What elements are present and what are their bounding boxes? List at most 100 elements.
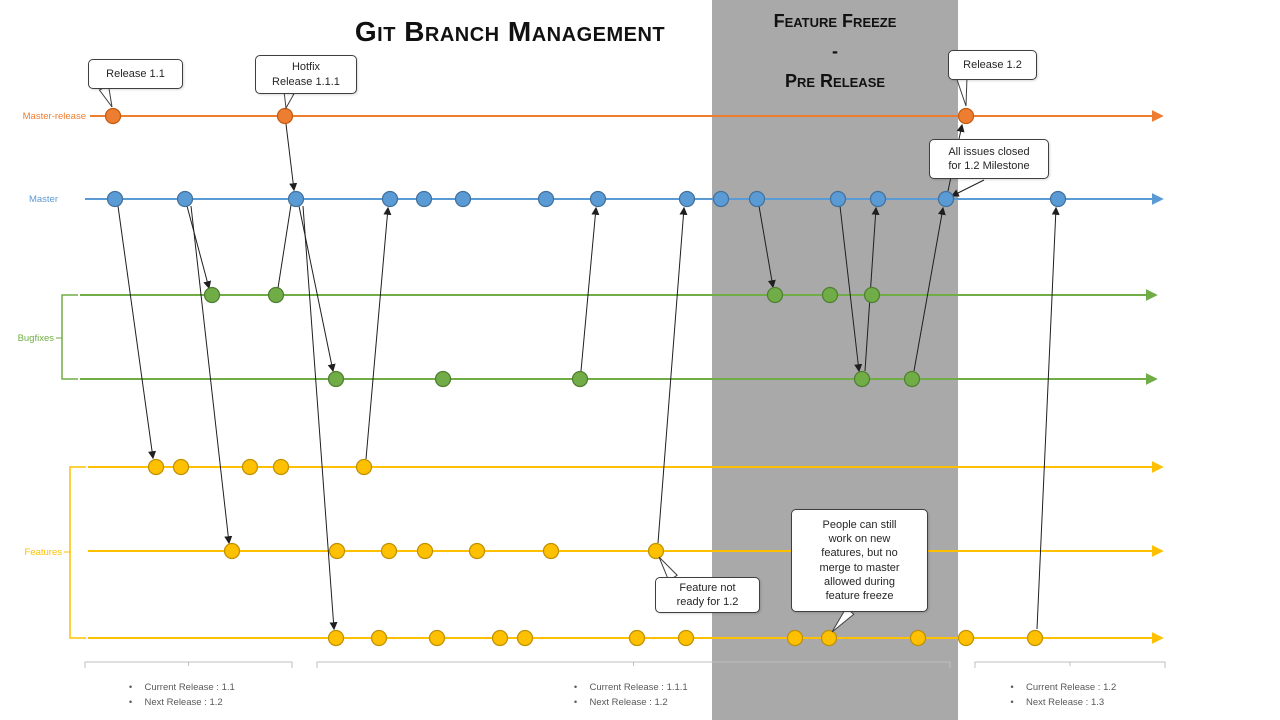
merge-arrow-5 xyxy=(298,205,336,373)
footnote-text: Current Release : 1.1 xyxy=(144,682,235,693)
commit-dot-feature-1 xyxy=(241,458,259,476)
commit-dot-bugfix-1 xyxy=(863,286,881,304)
commit-dot-master xyxy=(937,190,955,208)
branch-group-label-features: Features xyxy=(25,547,63,558)
merge-arrow-15 xyxy=(1036,206,1060,630)
group-bracket-features xyxy=(69,466,86,639)
callout-text-line: merge to master xyxy=(819,561,900,574)
commit-dot-feature-3 xyxy=(820,629,838,647)
commit-dot-master xyxy=(829,190,847,208)
release-footnote-0: • Current Release : 1.1 • Next Release : 1.… xyxy=(127,680,235,710)
merge-arrow-0 xyxy=(117,205,157,460)
commit-dot-feature-2 xyxy=(542,542,560,560)
callout-release-1-1: Release 1.1 xyxy=(88,59,183,89)
callout-hotfix-release-1-1-1: Hotfix Release 1.1.1 xyxy=(255,55,357,94)
commit-dot-feature-3 xyxy=(909,629,927,647)
commit-dot-feature-3 xyxy=(628,629,646,647)
commit-dot-master xyxy=(678,190,696,208)
bullet-icon: • xyxy=(1010,682,1014,693)
callout-all-issues-closed: All issues closed for 1.2 Milestone xyxy=(929,139,1049,179)
merge-arrow-9 xyxy=(657,206,688,544)
commit-dot-feature-2 xyxy=(328,542,346,560)
footnote-text: Next Release : 1.3 xyxy=(1026,697,1105,708)
commit-dot-master xyxy=(748,190,766,208)
commit-dot-bugfix-1 xyxy=(821,286,839,304)
callout-text-line: Release 1.1.1 xyxy=(272,75,340,88)
bullet-icon: • xyxy=(573,682,578,693)
release-footnote-1: • Current Release : 1.1.1 • Next Release : … xyxy=(572,680,688,710)
commit-dot-feature-3 xyxy=(370,629,388,647)
footnote-line: • Current Release : 1.1 xyxy=(127,680,235,695)
commit-dot-master xyxy=(415,190,433,208)
commit-dot-feature-3 xyxy=(491,629,509,647)
commit-dot-master xyxy=(537,190,555,208)
commit-dot-feature-2 xyxy=(468,542,486,560)
footnote-text: Next Release : 1.2 xyxy=(589,697,668,708)
merge-arrow-8 xyxy=(580,206,600,372)
footnote-line: • Next Release : 1.3 xyxy=(1008,695,1116,710)
commit-dot-feature-3 xyxy=(786,629,804,647)
footnote-line: • Current Release : 1.2 xyxy=(1008,680,1116,695)
freeze-band-label: Feature Freeze - Pre Release xyxy=(712,6,958,96)
commit-dot-feature-3 xyxy=(677,629,695,647)
commit-dot-feature-3 xyxy=(327,629,345,647)
bullet-icon: • xyxy=(1010,697,1014,708)
commit-dot-bugfix-1 xyxy=(203,286,221,304)
bullet-icon: • xyxy=(128,697,133,708)
commit-dot-feature-3 xyxy=(516,629,534,647)
commit-dot-master xyxy=(712,190,730,208)
callout-tail-release-1-1 xyxy=(98,85,113,108)
commit-dot-master xyxy=(869,190,887,208)
callout-tail-hotfix-release-1-1-1 xyxy=(283,91,295,110)
commit-dot-bugfix-1 xyxy=(766,286,784,304)
callout-text-line: for 1.2 Milestone xyxy=(948,160,1030,172)
callout-text-line: All issues closed xyxy=(948,145,1030,158)
commit-dot-master xyxy=(1049,190,1067,208)
commit-dot-feature-2 xyxy=(647,542,665,560)
commit-dot-bugfix-2 xyxy=(903,370,921,388)
commit-dot-feature-2 xyxy=(416,542,434,560)
callout-feature-not-ready: Feature not ready for 1.2 xyxy=(655,577,760,613)
commit-dot-master xyxy=(106,190,124,208)
freeze-label-line-3: Pre Release xyxy=(784,71,886,91)
bullet-icon: • xyxy=(573,697,578,708)
commit-dot-master-release xyxy=(276,107,294,125)
merge-arrow-7 xyxy=(365,206,392,460)
merge-arrow-11 xyxy=(839,205,863,373)
commit-dot-master xyxy=(381,190,399,208)
page-title: Git Branch Management xyxy=(354,16,666,47)
merge-arrow-6 xyxy=(302,205,338,631)
callout-text-line: Hotfix xyxy=(291,61,321,74)
commit-dot-bugfix-2 xyxy=(434,370,452,388)
callout-text-line: People can still xyxy=(822,518,897,531)
commit-dot-master xyxy=(589,190,607,208)
footnote-text: Current Release : 1.1.1 xyxy=(589,682,688,693)
commit-dot-master xyxy=(287,190,305,208)
callout-feature-freeze-note: People can still work on new features, but… xyxy=(791,509,928,612)
callout-release-1-2: Release 1.2 xyxy=(948,50,1037,80)
merge-arrow-4 xyxy=(277,190,296,289)
commit-dot-feature-2 xyxy=(223,542,241,560)
commit-dot-master xyxy=(454,190,472,208)
commit-dot-master xyxy=(176,190,194,208)
commit-dot-feature-3 xyxy=(1026,629,1044,647)
merge-arrow-13 xyxy=(913,206,946,372)
commit-dot-feature-1 xyxy=(147,458,165,476)
footnote-line: • Next Release : 1.2 xyxy=(572,695,688,710)
merge-arrow-3 xyxy=(285,123,298,192)
bullet-icon: • xyxy=(128,682,133,693)
merge-arrow-10 xyxy=(758,205,776,289)
release-footnote-2: • Current Release : 1.2 • Next Release : 1.… xyxy=(1008,680,1116,710)
callout-text-line: ready for 1.2 xyxy=(676,596,739,608)
commit-dot-master-release xyxy=(104,107,122,125)
commit-dot-bugfix-2 xyxy=(571,370,589,388)
commit-dot-bugfix-2 xyxy=(327,370,345,388)
commit-dot-feature-1 xyxy=(355,458,373,476)
callout-text-line: allowed during xyxy=(824,575,895,588)
commit-dot-master-release xyxy=(957,107,975,125)
branch-group-label-bugfixes: Bugfixes xyxy=(18,333,55,344)
callout-text-line: features, but no xyxy=(821,547,898,560)
commit-dot-feature-3 xyxy=(957,629,975,647)
freeze-label-line-2: - xyxy=(832,41,838,61)
